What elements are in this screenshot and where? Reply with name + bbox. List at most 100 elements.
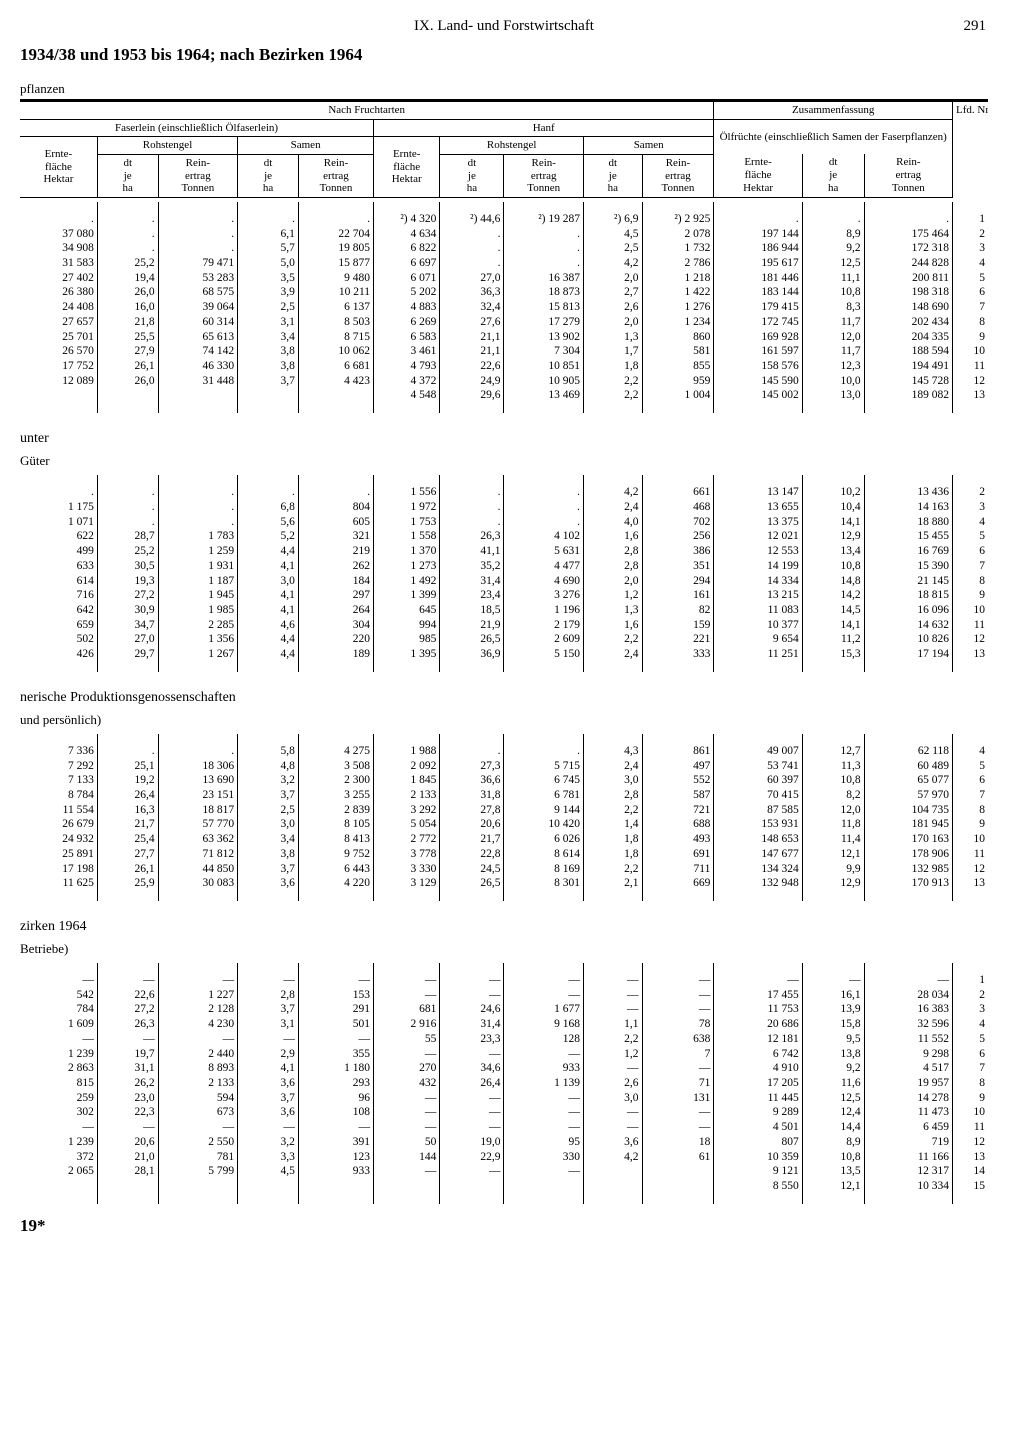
cell: 4,1 bbox=[238, 588, 299, 603]
cell: — bbox=[583, 1002, 642, 1017]
cell: 7 bbox=[953, 1061, 988, 1076]
cell: 11,7 bbox=[802, 344, 864, 359]
table-row: —————5523,31282,263812 1819,511 5525 bbox=[20, 1032, 988, 1047]
cell: — bbox=[583, 1105, 642, 1120]
cell: 2 863 bbox=[20, 1061, 97, 1076]
cell: 8 893 bbox=[158, 1061, 238, 1076]
cell: 8 bbox=[953, 1076, 988, 1091]
cell: 172 318 bbox=[864, 241, 952, 256]
cell: 8,9 bbox=[802, 227, 864, 242]
cell: 4,1 bbox=[238, 1061, 299, 1076]
cell: — bbox=[583, 988, 642, 1003]
cell: 161 597 bbox=[714, 344, 802, 359]
cell: 18 873 bbox=[504, 285, 584, 300]
cell: 19 805 bbox=[298, 241, 373, 256]
cell: 1 259 bbox=[158, 544, 238, 559]
cell: 594 bbox=[158, 1091, 238, 1106]
cell: 3,0 bbox=[238, 817, 299, 832]
cell: 3,8 bbox=[238, 344, 299, 359]
cell: 294 bbox=[642, 574, 714, 589]
cell: 293 bbox=[298, 1076, 373, 1091]
cell: 1 bbox=[953, 973, 988, 988]
cell: 933 bbox=[504, 1061, 584, 1076]
cell: 9 bbox=[953, 330, 988, 345]
cell: 65 077 bbox=[864, 773, 952, 788]
cell: 31,8 bbox=[440, 788, 504, 803]
cell: 10 905 bbox=[504, 374, 584, 389]
cell: 502 bbox=[20, 632, 97, 647]
cell: 36,9 bbox=[440, 647, 504, 662]
cell: — bbox=[802, 973, 864, 988]
table-row: —————————————1 bbox=[20, 973, 988, 988]
cell: 8 550 bbox=[714, 1179, 802, 1194]
cell: 994 bbox=[374, 618, 440, 633]
cell: 8,2 bbox=[802, 788, 864, 803]
cell: 220 bbox=[298, 632, 373, 647]
cell: 4,4 bbox=[238, 647, 299, 662]
cell: 8 169 bbox=[504, 862, 584, 877]
cell: 291 bbox=[298, 1002, 373, 1017]
cell: 24 932 bbox=[20, 832, 97, 847]
cell: 2 078 bbox=[642, 227, 714, 242]
cell: — bbox=[714, 973, 802, 988]
cell: 1 196 bbox=[504, 603, 584, 618]
cell: 12,0 bbox=[802, 330, 864, 345]
cell: 8 bbox=[953, 315, 988, 330]
cell: 12 021 bbox=[714, 529, 802, 544]
cell: 26,3 bbox=[97, 1017, 158, 1032]
table-row: 54222,61 2272,8153—————17 45516,128 0342 bbox=[20, 988, 988, 1003]
cell: 22,3 bbox=[97, 1105, 158, 1120]
cell: 14 334 bbox=[714, 574, 802, 589]
cell: 1 677 bbox=[504, 1002, 584, 1017]
cell: 4 102 bbox=[504, 529, 584, 544]
cell: 17 752 bbox=[20, 359, 97, 374]
cell: — bbox=[440, 1164, 504, 1179]
cell: 15 877 bbox=[298, 256, 373, 271]
cell: 10,8 bbox=[802, 559, 864, 574]
cell: 1 753 bbox=[374, 515, 440, 530]
hdr-ef-2: Ernte-flächeHektar bbox=[374, 137, 440, 198]
cell: 10,8 bbox=[802, 773, 864, 788]
table-row: 81526,22 1333,629343226,41 1392,67117 20… bbox=[20, 1076, 988, 1091]
table-row: 11 55416,318 8172,52 8393 29227,89 1442,… bbox=[20, 803, 988, 818]
table-row: 11 62525,930 0833,64 2203 12926,58 3012,… bbox=[20, 876, 988, 891]
hdr-re3: Rein-ertragTonnen bbox=[504, 154, 584, 197]
cell: 933 bbox=[298, 1164, 373, 1179]
cell: 2,8 bbox=[583, 788, 642, 803]
cell: 147 677 bbox=[714, 847, 802, 862]
cell: 11,2 bbox=[802, 632, 864, 647]
cell: 26,0 bbox=[97, 285, 158, 300]
cell: 3 330 bbox=[374, 862, 440, 877]
cell: 21,8 bbox=[97, 315, 158, 330]
hdr-ef3: Ernte-flächeHektar bbox=[714, 154, 802, 197]
cell: 5,2 bbox=[238, 529, 299, 544]
cell: 9 121 bbox=[714, 1164, 802, 1179]
cell: 4,0 bbox=[583, 515, 642, 530]
cell: 3 bbox=[953, 500, 988, 515]
cell: 3,2 bbox=[238, 773, 299, 788]
cell: 7 bbox=[953, 559, 988, 574]
cell: 614 bbox=[20, 574, 97, 589]
table-row: 24 93225,463 3623,48 4132 77221,76 0261,… bbox=[20, 832, 988, 847]
cell: — bbox=[504, 1105, 584, 1120]
cell: 2 128 bbox=[158, 1002, 238, 1017]
cell: 18 817 bbox=[158, 803, 238, 818]
cell: 26,1 bbox=[97, 862, 158, 877]
cell: . bbox=[504, 744, 584, 759]
cell: 18,5 bbox=[440, 603, 504, 618]
cell: 20 686 bbox=[714, 1017, 802, 1032]
cell: 4,2 bbox=[583, 1150, 642, 1165]
table-row: 37 080..6,122 7044 634..4,52 078197 1448… bbox=[20, 227, 988, 242]
cell: . bbox=[238, 212, 299, 227]
cell: 3,1 bbox=[238, 1017, 299, 1032]
cell: 13 655 bbox=[714, 500, 802, 515]
cell: 3,7 bbox=[238, 1002, 299, 1017]
cell: 638 bbox=[642, 1032, 714, 1047]
cell: 16 383 bbox=[864, 1002, 952, 1017]
cell: ²) 19 287 bbox=[504, 212, 584, 227]
cell: 3,4 bbox=[238, 330, 299, 345]
cell: 16 769 bbox=[864, 544, 952, 559]
hdr-lfdnr: Lfd. Nr. bbox=[953, 101, 988, 198]
cell: 581 bbox=[642, 344, 714, 359]
cell: 4 423 bbox=[298, 374, 373, 389]
